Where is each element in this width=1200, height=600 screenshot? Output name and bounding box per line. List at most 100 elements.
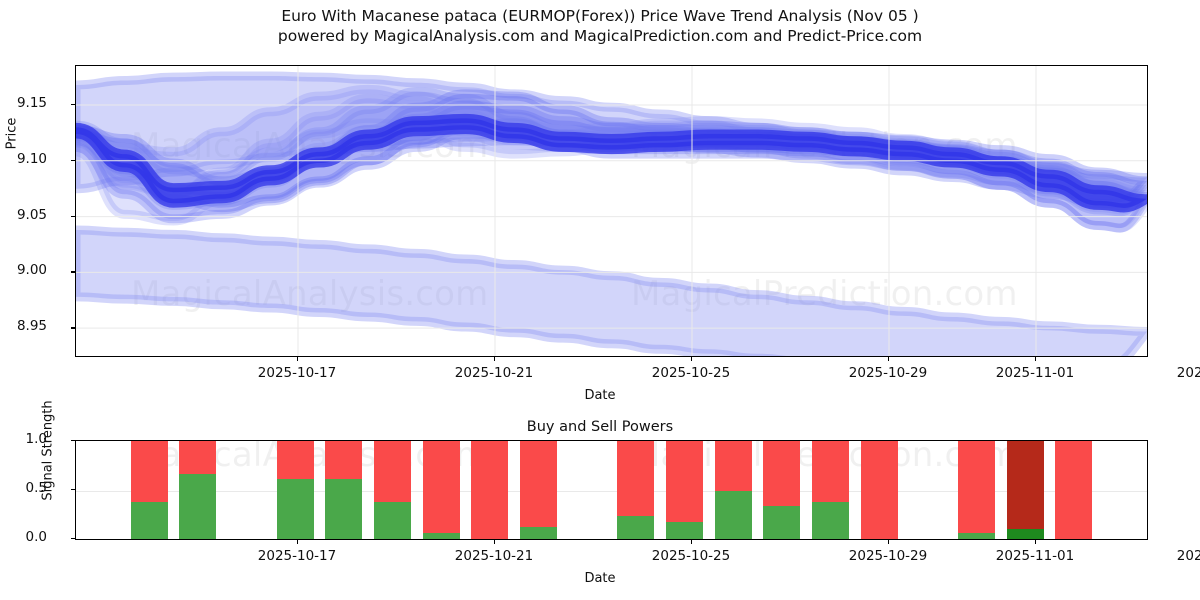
buy-power-segment [812,501,850,539]
sell-power-segment [1055,441,1093,539]
powers-y-tick: 0.0 [25,529,47,545]
powers-y-tick: 0.5 [25,480,47,496]
power-bar[interactable] [958,441,996,539]
powers-plot-area: MagicalAnalysis.com MagicalPrediction.co… [76,441,1147,539]
price-y-tick: 9.00 [16,262,47,279]
price-y-tick: 9.05 [16,206,47,223]
price-x-tickmark [494,357,496,361]
powers-x-tickmark [888,540,890,544]
power-bar[interactable] [471,441,509,539]
powers-x-tickmark [494,540,496,544]
price-x-tickmark [691,357,693,361]
powers-x-tick: 2025-10-29 [848,548,928,564]
power-bar[interactable] [617,441,655,539]
price-y-tickmark [71,215,75,217]
sell-power-segment [860,441,898,539]
powers-x-tickmark [691,540,693,544]
sell-power-segment [325,441,363,480]
sell-power-segment [373,441,411,502]
power-bar[interactable] [179,441,217,539]
buy-power-segment [276,479,314,539]
powers-x-tick: 2025-10-17 [257,548,337,564]
powers-x-axis-label: Date [584,571,616,586]
power-bar[interactable] [1055,441,1093,539]
sell-power-segment [812,441,850,502]
power-bar[interactable] [276,441,314,539]
buy-sell-powers-chart: MagicalAnalysis.com MagicalPrediction.co… [75,440,1148,540]
power-bar[interactable] [1006,441,1044,539]
power-bar[interactable] [860,441,898,539]
page-title: Euro With Macanese pataca (EURMOP(Forex)… [0,6,1200,46]
sell-power-segment [422,441,460,534]
power-bar[interactable] [714,441,752,539]
powers-x-tickmark [1035,540,1037,544]
price-x-tickmark [888,357,890,361]
buy-power-segment [179,474,217,539]
powers-x-tick: 2025-11-01 [995,548,1075,564]
sell-power-segment [276,441,314,480]
wave-band-lower-envelope [76,225,1147,356]
sell-power-segment [130,441,168,502]
price-x-tick: 2025-10-21 [454,365,534,381]
title-line-2: powered by MagicalAnalysis.com and Magic… [277,27,923,45]
price-y-tickmark [71,327,75,329]
powers-x-tick: 2025-10-25 [651,548,731,564]
price-y-tick: 8.95 [16,318,47,335]
price-y-tick: 9.15 [16,95,47,112]
powers-title: Buy and Sell Powers [526,419,674,435]
price-x-tickmark [297,357,299,361]
price-y-tickmark [71,159,75,162]
power-bar[interactable] [130,441,168,539]
powers-x-tickmark [297,540,299,544]
buy-power-segment [617,516,655,539]
signal-strength-axis-label: Signal Strength [40,400,56,501]
wave-band-trend-core [76,113,1147,213]
powers-y-tickmark [71,538,75,540]
sell-power-segment [179,441,217,475]
price-grid [76,66,1147,356]
price-wave-bands [76,71,1147,356]
buy-power-segment [1006,529,1044,539]
power-bar[interactable] [519,441,557,539]
sell-power-segment [666,441,704,523]
sell-power-segment [958,441,996,534]
powers-gridline [76,491,1147,492]
price-x-tick: 2025-10-29 [848,365,928,381]
price-axis-label: Price [4,117,20,150]
powers-y-tickmark [71,440,75,442]
power-bar[interactable] [812,441,850,539]
power-bar[interactable] [422,441,460,539]
power-bar[interactable] [325,441,363,539]
power-bar[interactable] [373,441,411,539]
buy-power-segment [373,501,411,539]
powers-y-tickmark [71,489,75,491]
price-wave-chart: MagicalAnalysis.com MagicalPrediction.co… [75,65,1148,357]
buy-power-segment [958,533,996,539]
power-bar[interactable] [666,441,704,539]
sell-power-segment [617,441,655,517]
buy-power-segment [666,522,704,539]
buy-power-segment [422,533,460,539]
buy-power-segment [763,505,801,539]
price-y-tickmark [71,271,75,273]
title-line-1: Euro With Macanese pataca (EURMOP(Forex)… [281,7,919,25]
powers-x-tick: 2025-10-21 [454,548,534,564]
sell-power-segment [519,441,557,528]
price-x-tick: 2025-10-25 [651,365,731,381]
sell-power-segment [714,441,752,491]
powers-x-tick: 2025-11-05 [1176,548,1200,564]
price-y-tickmark [71,104,75,106]
price-y-tick: 9.10 [16,150,47,167]
price-x-axis-label: Date [584,388,616,403]
price-x-tick: 2025-11-01 [995,365,1075,381]
buy-power-segment [519,527,557,539]
buy-power-segment [714,490,752,539]
power-bar[interactable] [763,441,801,539]
price-x-tick: 2025-11-05 [1176,365,1200,381]
powers-y-tick: 1.0 [25,431,47,447]
buy-power-segment [130,501,168,539]
buy-power-segment [325,479,363,539]
price-x-tick: 2025-10-17 [257,365,337,381]
sell-power-segment [1006,441,1044,530]
price-wave-plot-area: MagicalAnalysis.com MagicalPrediction.co… [76,66,1147,356]
